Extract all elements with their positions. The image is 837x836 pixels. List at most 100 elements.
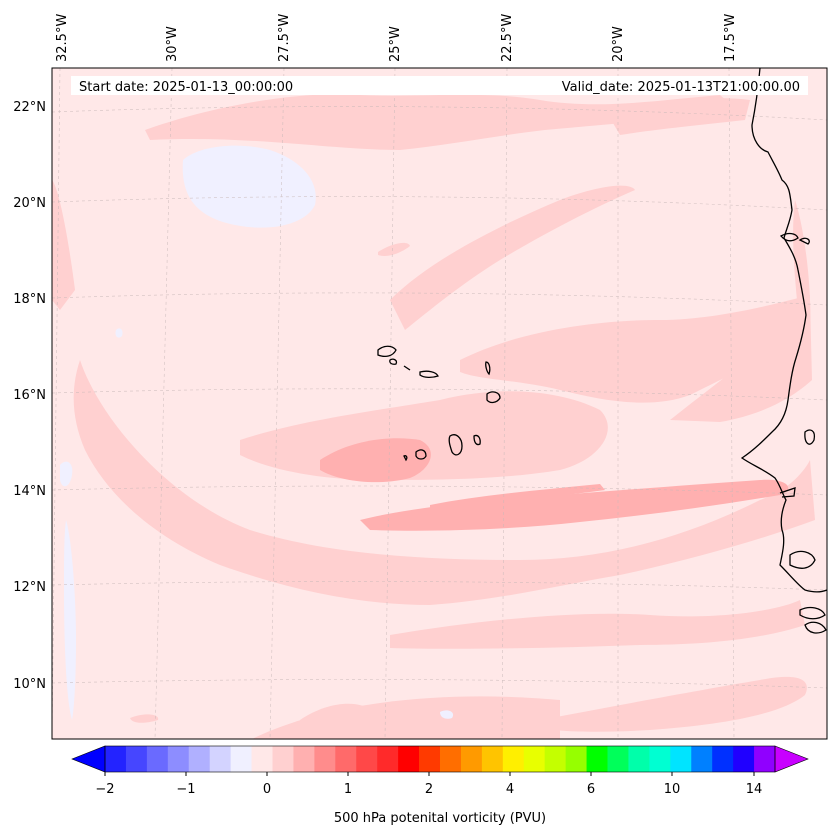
parallel-10 bbox=[52, 679, 827, 689]
colorbar-cell bbox=[188, 746, 211, 772]
colorbar-cell bbox=[691, 746, 713, 772]
colorbar-right-extend bbox=[774, 745, 809, 773]
colorbar-cell bbox=[460, 746, 483, 772]
colorbar-cell bbox=[272, 746, 295, 772]
lat-label-12: 12°N bbox=[13, 580, 46, 595]
colorbar-cell bbox=[251, 746, 274, 772]
colorbar-tick-label: −2 bbox=[95, 782, 114, 797]
blue-dot-b bbox=[115, 328, 123, 338]
colorbar-cell bbox=[356, 746, 378, 772]
lon-label-30: 30°W bbox=[165, 26, 180, 62]
pv-contours-negative bbox=[60, 145, 454, 720]
colorbar-cell bbox=[105, 746, 127, 772]
right-arm bbox=[460, 295, 810, 403]
west-edge-strip bbox=[52, 180, 75, 310]
colorbar-tick-label: 6 bbox=[587, 782, 595, 797]
meridian-22-5 bbox=[501, 68, 508, 739]
northern-band bbox=[145, 94, 735, 150]
meridian-27-5 bbox=[269, 68, 285, 739]
colorbar-cell bbox=[167, 746, 190, 772]
parallel-12 bbox=[52, 581, 827, 591]
cv-brava bbox=[403, 455, 408, 462]
blue-strip-west bbox=[64, 520, 76, 720]
colorbar-tick-label: −1 bbox=[176, 782, 195, 797]
cv-santo-antao bbox=[377, 345, 397, 357]
lon-label-20: 20°W bbox=[611, 26, 626, 62]
lat-label-14: 14°N bbox=[13, 484, 46, 499]
cv-fogo bbox=[415, 449, 427, 460]
parallel-22 bbox=[52, 106, 827, 121]
lat-label-10: 10°N bbox=[13, 677, 46, 692]
colorbar-tick-label: 1 bbox=[344, 782, 352, 797]
blue-dot-a bbox=[60, 461, 73, 487]
east-strip bbox=[793, 200, 811, 330]
south-bump-b bbox=[130, 714, 159, 723]
parallel-14 bbox=[52, 485, 827, 496]
gambia-inlet bbox=[779, 487, 796, 498]
lat-label-18: 18°N bbox=[13, 292, 46, 307]
colorbar-tick-label: 10 bbox=[664, 782, 681, 797]
colorbar-cell bbox=[607, 746, 630, 772]
coastlines bbox=[377, 68, 827, 634]
guinea-islands-b bbox=[804, 621, 827, 634]
coast-island-b bbox=[798, 237, 810, 245]
colorbar-cell bbox=[733, 746, 755, 772]
colorbar-cell bbox=[544, 746, 567, 772]
lat-label-16: 16°N bbox=[13, 388, 46, 403]
colorbar-cell bbox=[754, 746, 776, 772]
parallel-16 bbox=[52, 388, 827, 401]
colorbar-cell bbox=[649, 746, 671, 772]
lon-label-27-5: 27.5°W bbox=[277, 14, 292, 62]
meridian-32-5 bbox=[52, 68, 61, 739]
map-frame bbox=[51, 67, 828, 740]
far-right-plume bbox=[670, 300, 812, 422]
blue-patch-north bbox=[182, 145, 316, 228]
meridian-25 bbox=[384, 68, 396, 739]
parallel-18 bbox=[52, 292, 827, 306]
longitude-labels: 32.5°W 30°W 27.5°W 25°W 22.5°W 20°W 17.5… bbox=[55, 14, 738, 62]
diagonal-plume bbox=[390, 185, 635, 330]
colorbar-cell bbox=[565, 746, 588, 772]
cv-santa-luzia bbox=[403, 365, 411, 371]
lat-label-22: 22°N bbox=[13, 100, 46, 115]
colorbar-cell bbox=[670, 746, 692, 772]
colorbar-tick-label: 4 bbox=[506, 782, 514, 797]
colorbar-cell bbox=[440, 746, 462, 772]
map-area bbox=[52, 68, 827, 739]
cv-santiago bbox=[448, 434, 463, 456]
colorbar-cell bbox=[628, 746, 650, 772]
meridian-30 bbox=[154, 68, 173, 739]
africa-coast bbox=[740, 68, 827, 593]
pv-contours-light bbox=[52, 94, 815, 739]
lon-label-22-5: 22.5°W bbox=[500, 14, 515, 62]
meridian-17-5 bbox=[728, 68, 735, 739]
lon-label-17-5: 17.5°W bbox=[723, 14, 738, 62]
colorbar: −2 −1 0 1 2 4 6 10 14 500 hPa potenital vorticit… bbox=[71, 745, 809, 826]
cv-boa-vista bbox=[486, 391, 501, 404]
colorbar-cell bbox=[523, 746, 546, 772]
lon-label-32-5: 32.5°W bbox=[55, 14, 70, 62]
cv-maio bbox=[473, 434, 481, 446]
southern-band bbox=[390, 600, 805, 649]
colorbar-left-extend bbox=[71, 745, 106, 773]
colorbar-cell bbox=[209, 746, 232, 772]
blue-dot-c bbox=[440, 710, 454, 719]
colorbar-cell bbox=[586, 746, 609, 772]
colorbar-cell bbox=[481, 746, 504, 772]
guinea-islands bbox=[799, 606, 826, 620]
pv-contours-medium bbox=[320, 438, 789, 531]
colorbar-tick-label: 0 bbox=[263, 782, 271, 797]
cv-sal bbox=[485, 361, 491, 376]
colorbar-cell bbox=[314, 746, 336, 772]
colorbar-cell bbox=[398, 746, 420, 772]
colorbar-cell bbox=[125, 746, 148, 772]
colorbar-cell bbox=[377, 746, 399, 772]
colorbar-tick-label: 14 bbox=[746, 782, 763, 797]
blob-a bbox=[378, 242, 410, 256]
colorbar-outline bbox=[104, 745, 776, 773]
upper-right-band bbox=[610, 98, 750, 135]
guinea-bissau-islands bbox=[789, 550, 816, 569]
colorbar-cell bbox=[502, 746, 525, 772]
blob-b bbox=[252, 696, 560, 739]
